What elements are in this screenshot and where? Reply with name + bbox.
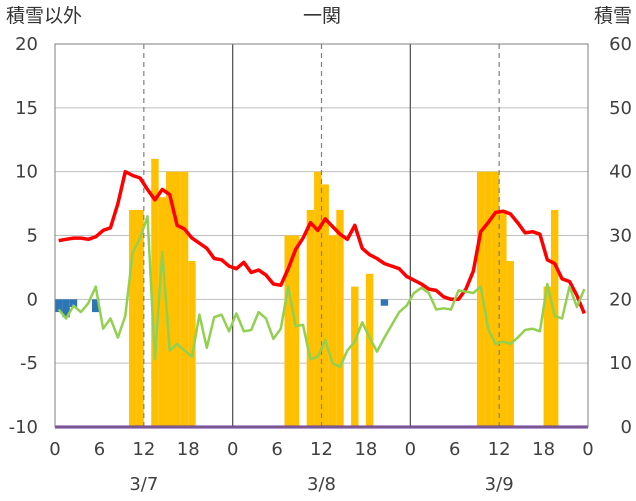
right-tick-label: 30 (609, 226, 632, 247)
precip-bar (62, 299, 70, 318)
snow-depth-bar (284, 235, 292, 427)
green-line (57, 215, 586, 369)
date-label: 3/9 (485, 474, 514, 495)
precip-bar (55, 299, 63, 313)
right-tick-label: 0 (621, 417, 632, 438)
x-tick-label: 6 (271, 439, 282, 460)
right-axis-label: 積雪 (594, 5, 632, 27)
snow-depth-bar (129, 209, 137, 427)
chart-title: 一関 (303, 5, 341, 27)
snow-depth-bar (365, 273, 374, 427)
x-tick-label: 6 (94, 439, 105, 460)
x-tick-label: 12 (310, 439, 333, 460)
precip-bar (380, 299, 389, 306)
x-tick-label: 18 (354, 439, 377, 460)
snow-depth-bar (351, 286, 359, 427)
x-tick-label: 12 (132, 439, 155, 460)
snow-depth-bar (321, 184, 329, 427)
x-tick-label: 6 (449, 439, 460, 460)
snow-depth-bar (151, 158, 159, 427)
snow-depth-bar (550, 209, 559, 427)
snow-depth-bar (173, 171, 181, 427)
x-tick-label: 0 (227, 439, 238, 460)
snow-depth-bar (314, 171, 322, 427)
x-tick-label: 0 (49, 439, 60, 460)
snow-depth-bar (136, 209, 144, 427)
snow-depth-bar (306, 209, 315, 427)
snow-depth-bar (328, 235, 337, 427)
left-tick-label: 0 (27, 289, 38, 310)
right-tick-label: 50 (609, 98, 632, 119)
x-tick-label: 18 (532, 439, 555, 460)
left-tick-label: 5 (27, 226, 38, 247)
x-tick-label: 0 (582, 439, 593, 460)
x-tick-label: 18 (177, 439, 200, 460)
snow-depth-bar (291, 235, 300, 427)
snow-depth-bar (484, 171, 492, 427)
date-label: 3/7 (129, 474, 158, 495)
right-tick-label: 20 (609, 289, 632, 310)
right-tick-label: 10 (609, 353, 632, 374)
snow-depth-bar (166, 171, 174, 427)
temperature-line (58, 169, 586, 315)
right-tick-label: 60 (609, 34, 632, 55)
left-tick-label: 20 (15, 34, 38, 55)
x-tick-label: 12 (488, 439, 511, 460)
left-tick-label: -10 (9, 417, 38, 438)
right-tick-label: 40 (609, 162, 632, 183)
left-tick-label: 15 (15, 98, 38, 119)
snow-depth-bar (188, 261, 196, 427)
snow-depth-bar (491, 171, 500, 427)
precip-bar (69, 299, 78, 307)
plot-border (54, 43, 589, 428)
left-tick-label: 10 (15, 162, 38, 183)
precip-bar (92, 299, 100, 313)
snow-depth-bar (476, 171, 485, 427)
snow-depth-bar (336, 209, 344, 427)
left-axis-label: 積雪以外 (6, 5, 82, 27)
date-label: 3/8 (307, 474, 336, 495)
snow-depth-bar (499, 209, 507, 427)
x-tick-label: 0 (405, 439, 416, 460)
snow-depth-bar (543, 286, 551, 427)
snow-depth-bar (158, 197, 167, 427)
left-tick-label: -5 (20, 353, 38, 374)
snow-depth-bar (180, 171, 189, 427)
